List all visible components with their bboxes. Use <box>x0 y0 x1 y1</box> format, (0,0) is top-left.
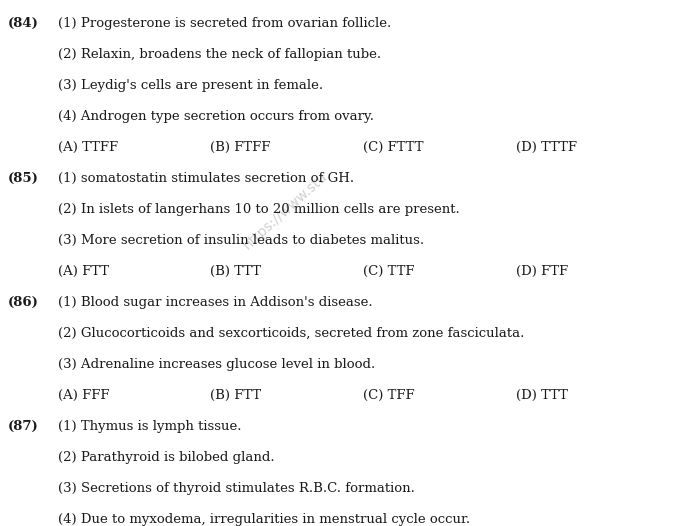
Text: (2) Relaxin, broadens the neck of fallopian tube.: (2) Relaxin, broadens the neck of fallop… <box>58 48 381 61</box>
Text: (1) Thymus is lymph tissue.: (1) Thymus is lymph tissue. <box>58 420 241 433</box>
Text: (3) Secretions of thyroid stimulates R.B.C. formation.: (3) Secretions of thyroid stimulates R.B… <box>58 482 415 495</box>
Text: (2) In islets of langerhans 10 to 20 million cells are present.: (2) In islets of langerhans 10 to 20 mil… <box>58 203 460 216</box>
Text: (2) Glucocorticoids and sexcorticoids, secreted from zone fasciculata.: (2) Glucocorticoids and sexcorticoids, s… <box>58 327 524 340</box>
Text: (D) TTT: (D) TTT <box>516 389 568 402</box>
Text: (C) TTF: (C) TTF <box>363 265 415 278</box>
Text: (D) FTF: (D) FTF <box>516 265 568 278</box>
Text: (A) FFF: (A) FFF <box>58 389 109 402</box>
Text: https://www.stu: https://www.stu <box>240 169 330 252</box>
Text: (B) FTFF: (B) FTFF <box>210 141 271 154</box>
Text: (1) somatostatin stimulates secretion of GH.: (1) somatostatin stimulates secretion of… <box>58 172 354 185</box>
Text: (87): (87) <box>8 420 39 433</box>
Text: (4) Androgen type secretion occurs from ovary.: (4) Androgen type secretion occurs from … <box>58 110 373 123</box>
Text: (85): (85) <box>8 172 39 185</box>
Text: (3) Leydig's cells are present in female.: (3) Leydig's cells are present in female… <box>58 79 323 92</box>
Text: (3) Adrenaline increases glucose level in blood.: (3) Adrenaline increases glucose level i… <box>58 358 375 371</box>
Text: (3) More secretion of insulin leads to diabetes malitus.: (3) More secretion of insulin leads to d… <box>58 234 424 247</box>
Text: (A) FTT: (A) FTT <box>58 265 109 278</box>
Text: (84): (84) <box>8 17 39 30</box>
Text: (86): (86) <box>8 296 39 309</box>
Text: (1) Blood sugar increases in Addison's disease.: (1) Blood sugar increases in Addison's d… <box>58 296 372 309</box>
Text: (B) FTT: (B) FTT <box>210 389 261 402</box>
Text: (B) TTT: (B) TTT <box>210 265 261 278</box>
Text: (4) Due to myxodema, irregularities in menstrual cycle occur.: (4) Due to myxodema, irregularities in m… <box>58 513 470 526</box>
Text: (C) TFF: (C) TFF <box>363 389 415 402</box>
Text: (D) TTTF: (D) TTTF <box>516 141 577 154</box>
Text: (1) Progesterone is secreted from ovarian follicle.: (1) Progesterone is secreted from ovaria… <box>58 17 391 30</box>
Text: (2) Parathyroid is bilobed gland.: (2) Parathyroid is bilobed gland. <box>58 451 274 464</box>
Text: (C) FTTT: (C) FTTT <box>363 141 424 154</box>
Text: (A) TTFF: (A) TTFF <box>58 141 118 154</box>
